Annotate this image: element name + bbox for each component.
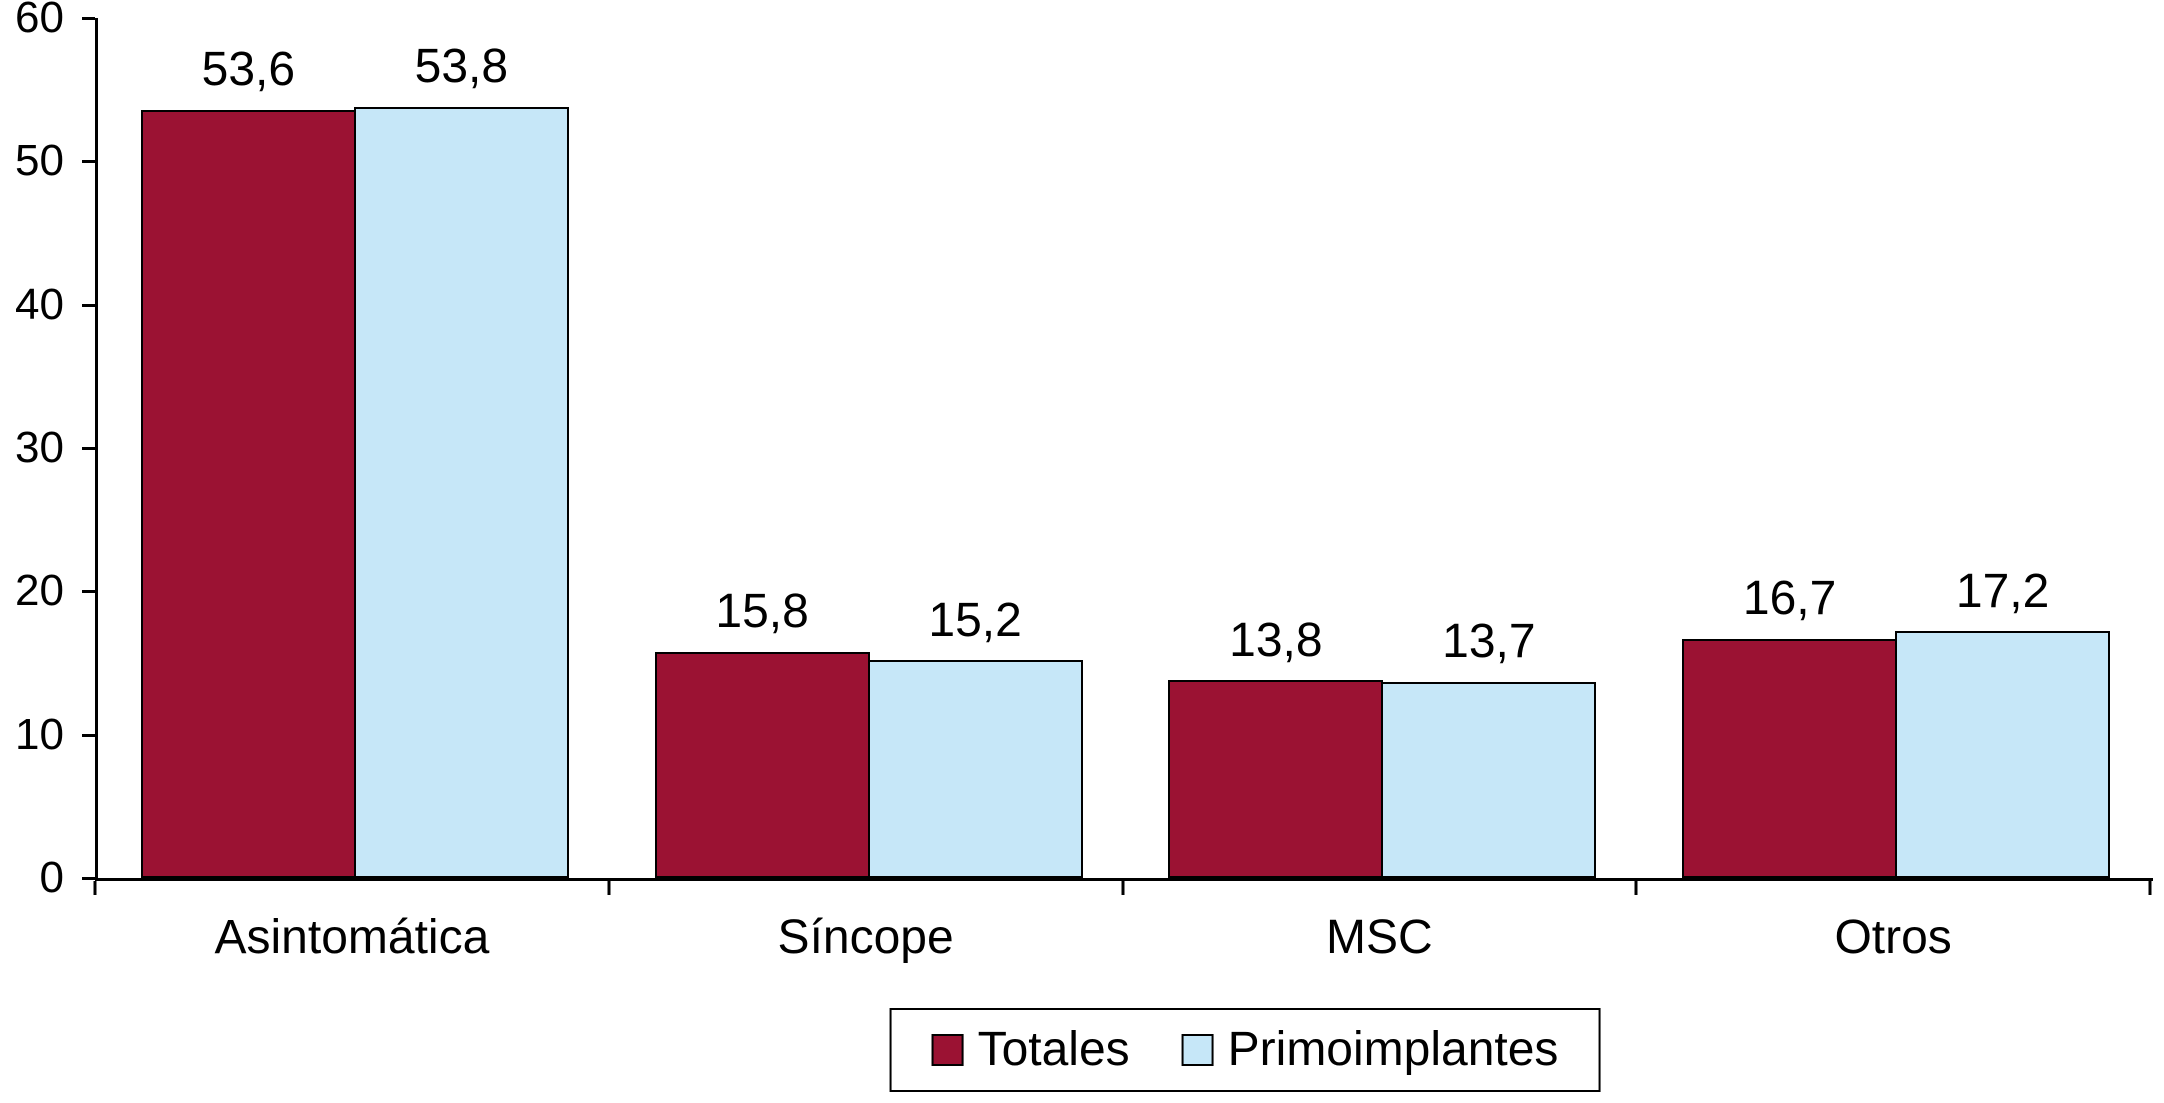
bar-primoimplantes-1 [867, 660, 1083, 878]
legend-item: Totales [931, 1023, 1130, 1076]
category-label: MSC [1326, 911, 1433, 964]
y-tick-label: 10 [15, 709, 64, 759]
bar-group: 13,8 13,7 [1126, 18, 1640, 878]
bar-column: 17,2 [1895, 18, 2111, 878]
x-tick-mark [2148, 881, 2152, 895]
bar-primoimplantes-0 [353, 106, 569, 878]
bar-totales-3 [1682, 638, 1898, 878]
bar-totales-2 [1168, 680, 1384, 878]
bar-primoimplantes-3 [1895, 631, 2111, 878]
y-tick-mark [82, 303, 95, 307]
bar-value-label: 17,2 [1955, 565, 2050, 619]
bar-value-label: 16,7 [1742, 572, 1837, 626]
legend-swatch [931, 1034, 964, 1066]
bar-column: 15,2 [867, 18, 1083, 878]
bar-value-label: 15,2 [928, 593, 1022, 647]
bar-value-label: 15,8 [715, 585, 809, 639]
legend-swatch [1181, 1034, 1214, 1066]
bar-totales-1 [654, 651, 870, 878]
bar-column: 53,8 [353, 18, 569, 878]
y-tick-mark [82, 160, 95, 164]
y-tick-mark [82, 447, 95, 450]
x-tick-mark [607, 881, 611, 895]
bar-group: 15,8 15,2 [612, 18, 1126, 878]
y-tick-label: 20 [15, 566, 64, 616]
bar-primoimplantes-2 [1381, 681, 1597, 878]
x-tick-mark [1634, 881, 1638, 895]
x-tick-mark [93, 881, 97, 895]
y-tick-mark [82, 877, 95, 880]
bar-value-label: 53,8 [414, 40, 509, 94]
category-label: Síncope [777, 911, 954, 964]
legend-label: Primoimplantes [1227, 1023, 1559, 1076]
y-axis-labels: 0 10 20 30 40 50 60 [0, 0, 78, 900]
x-tick-marks [93, 881, 2152, 895]
bar-column: 53,6 [140, 18, 356, 878]
x-tick-mark [1121, 881, 1124, 895]
category-label: Asintomática [214, 911, 490, 964]
plot-area: 53,6 53,8 15,8 15,2 13,8 13,7 16,7 17,2 [95, 18, 2153, 881]
bar-group: 16,7 17,2 [1639, 18, 2153, 878]
bar-column: 16,7 [1682, 18, 1898, 878]
legend-label: Totales [977, 1023, 1130, 1076]
y-tick-label: 40 [15, 279, 64, 329]
x-category-labels: Asintomática Síncope MSC Otros [95, 911, 2150, 965]
y-tick-label: 30 [15, 423, 64, 472]
y-tick-label: 50 [15, 136, 64, 186]
bar-value-label: 13,7 [1442, 615, 1536, 669]
category-label: Otros [1834, 911, 1952, 964]
y-tick-mark [82, 17, 95, 20]
y-tick-mark [82, 590, 95, 594]
bar-totales-0 [140, 109, 356, 878]
bar-value-label: 13,8 [1229, 613, 1323, 667]
bar-groups: 53,6 53,8 15,8 15,2 13,8 13,7 16,7 17,2 [98, 18, 2153, 878]
bar-column: 13,7 [1381, 18, 1597, 878]
bar-column: 15,8 [654, 18, 870, 878]
bar-group: 53,6 53,8 [98, 18, 612, 878]
y-tick-mark [82, 733, 95, 737]
bar-value-label: 53,6 [201, 43, 296, 97]
y-tick-marks [82, 17, 95, 880]
y-tick-label: 60 [15, 0, 64, 42]
bar-column: 13,8 [1168, 18, 1384, 878]
legend: Totales Primoimplantes [889, 1008, 1601, 1092]
legend-item: Primoimplantes [1181, 1023, 1559, 1076]
y-tick-label: 0 [39, 853, 64, 902]
